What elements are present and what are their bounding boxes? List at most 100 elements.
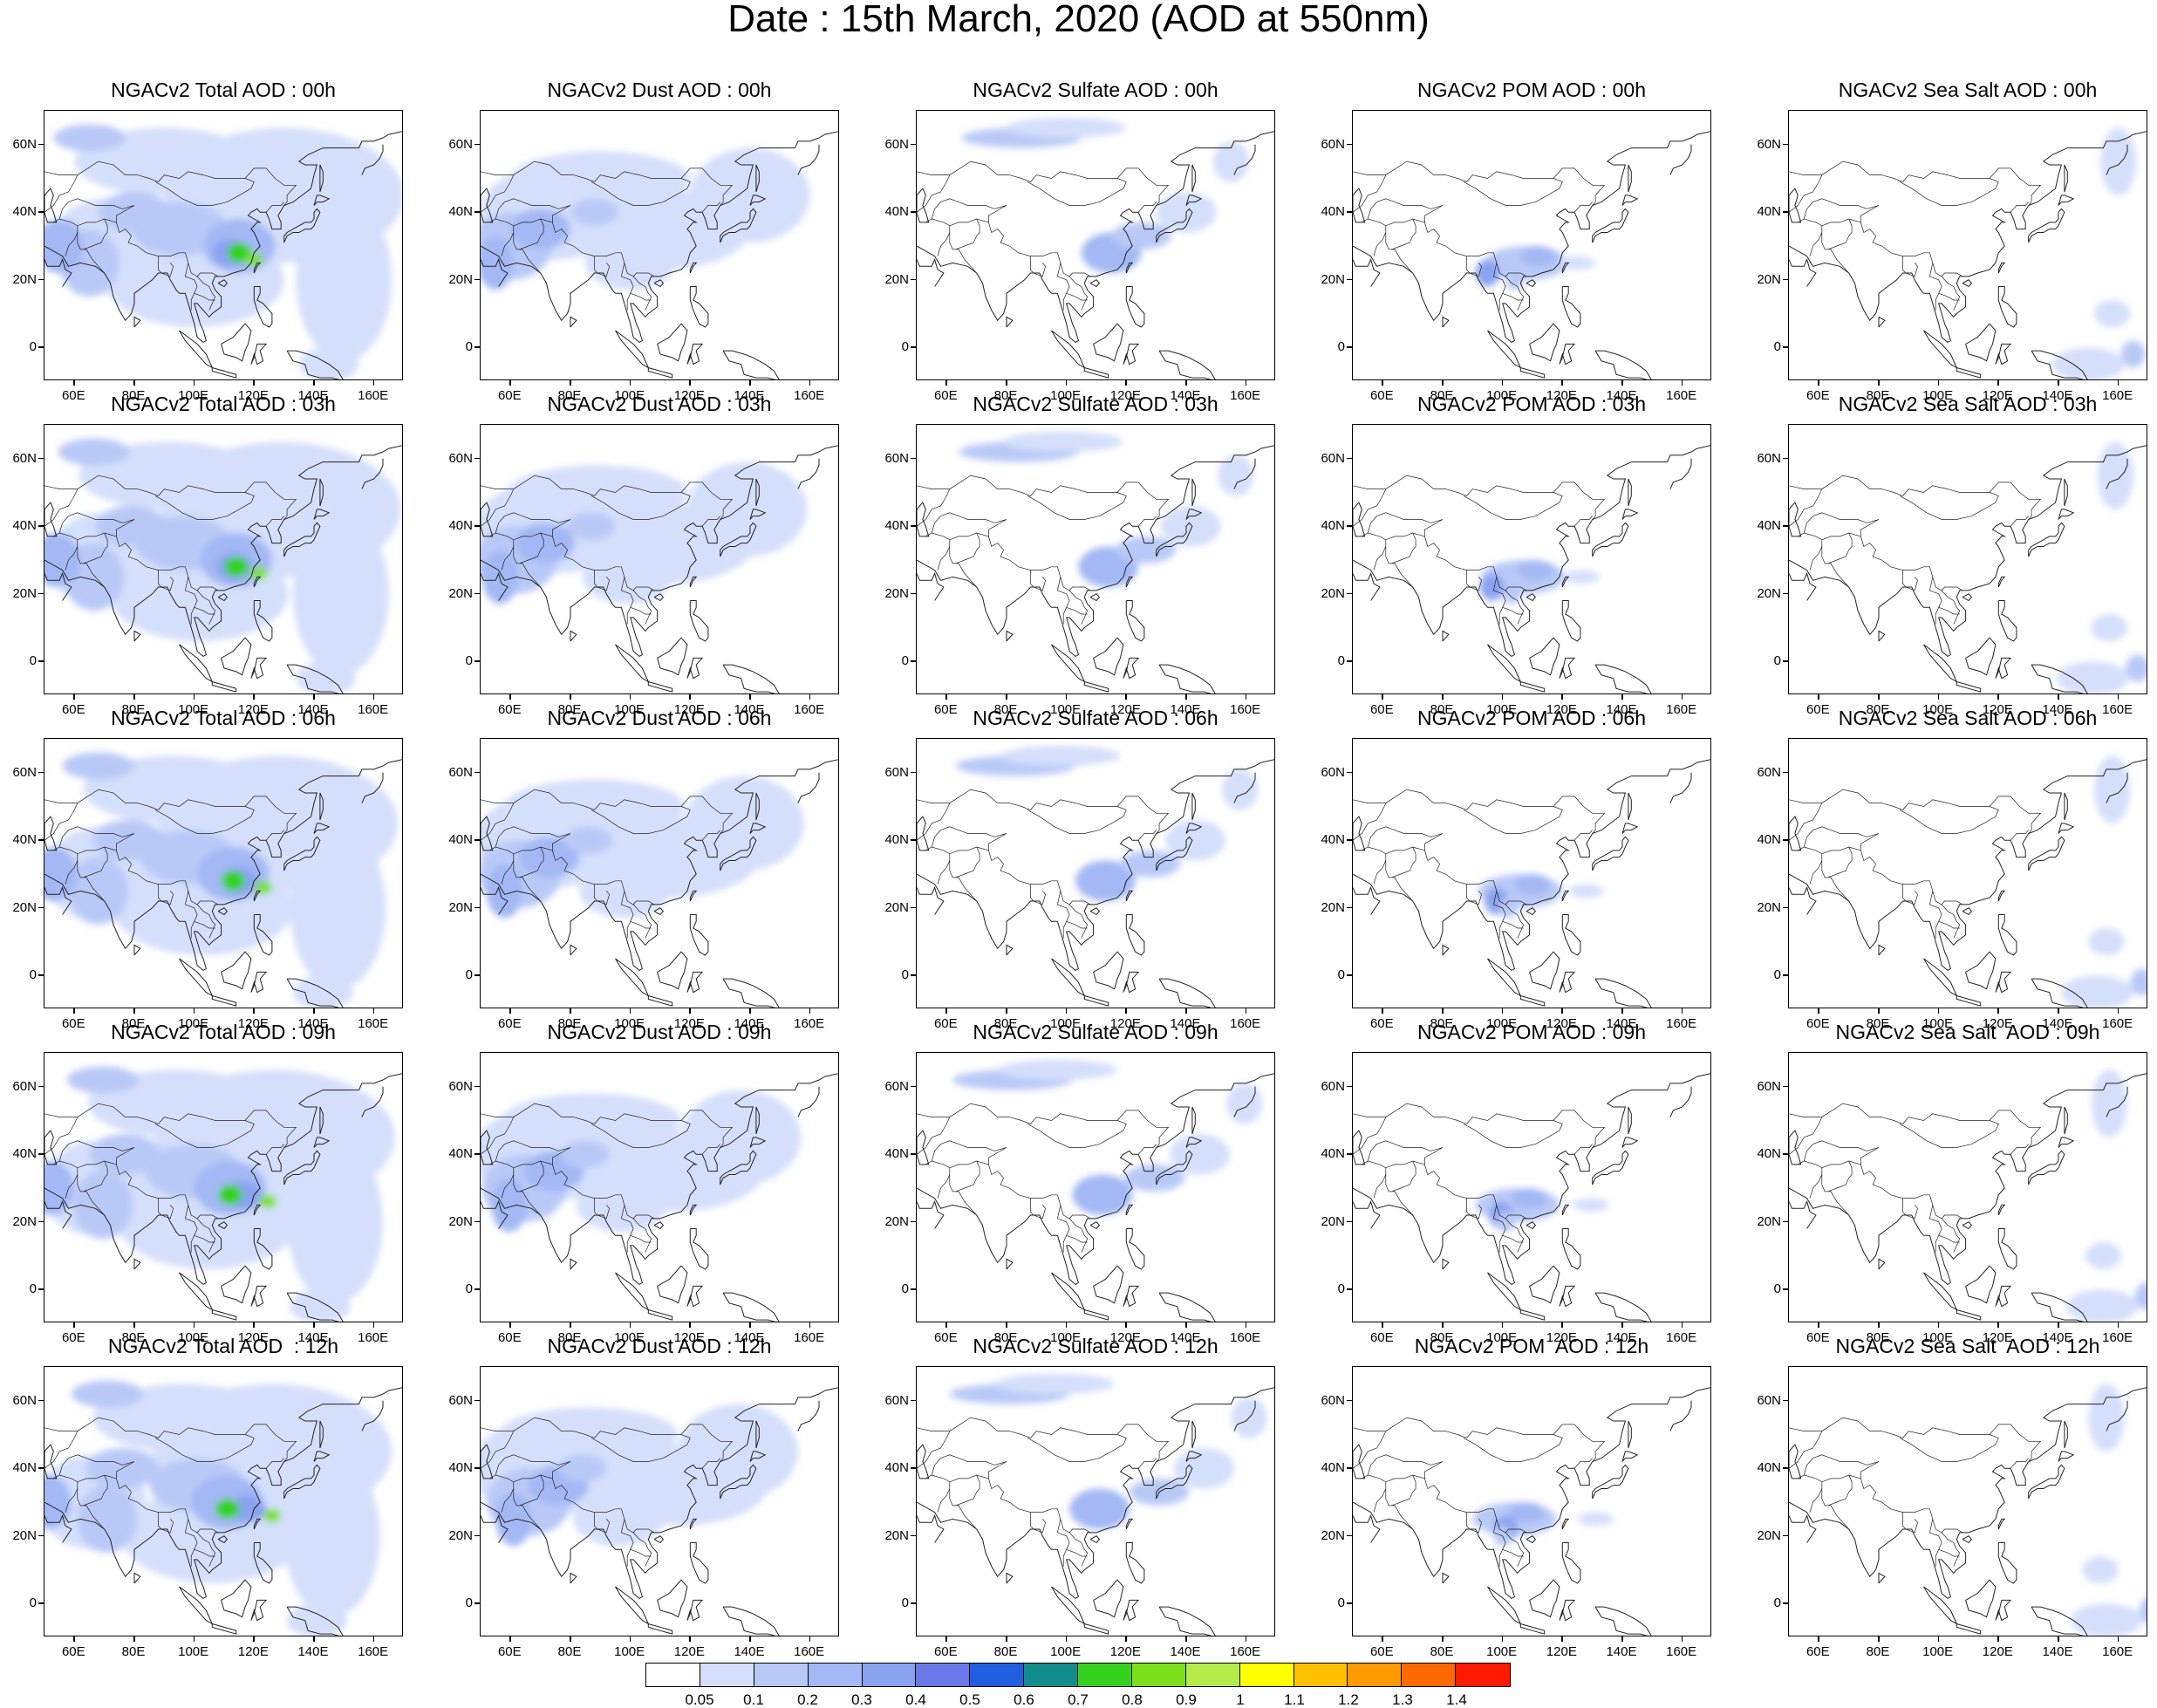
country-border [594, 1512, 610, 1534]
country-border [501, 1488, 515, 1513]
longitude-tick [945, 694, 947, 700]
coastline [1051, 330, 1086, 369]
longitude-tick-label: 160E [2102, 388, 2133, 403]
coastline [1487, 330, 1522, 369]
coastline [917, 188, 930, 223]
country-border [158, 570, 174, 591]
coastline [1962, 907, 1973, 916]
country-border [158, 884, 174, 905]
country-border [1466, 256, 1482, 277]
aod-shading [44, 533, 81, 587]
coastline [1156, 1150, 1193, 1185]
map-panel-seasalt-06h: NGACv2 Sea Salt AOD : 06h 60N 40N 20N 0 60E 80… [1757, 707, 2147, 1043]
coastline [481, 1514, 509, 1543]
coastline [1519, 681, 1546, 693]
country-border [196, 904, 216, 939]
longitude-tick-label: 160E [2102, 1016, 2133, 1031]
coastline [1878, 316, 1886, 328]
coastline [44, 445, 402, 658]
colorbar-tick-label: 0.5 [959, 1691, 980, 1708]
country-border [594, 1198, 610, 1220]
coastline [211, 681, 237, 693]
country-border [513, 539, 541, 588]
latitude-tick [38, 525, 44, 527]
coastline [570, 630, 577, 642]
aod-shading [44, 1161, 75, 1215]
country-border [1938, 920, 1960, 929]
aod-shading [2057, 661, 2129, 693]
coastline [2106, 144, 2128, 175]
longitude-tick [313, 694, 315, 700]
longitude-tick-label: 80E [993, 1016, 1018, 1031]
latitude-tick [911, 1153, 916, 1155]
aod-shading [1120, 850, 1181, 878]
latitude-tick [38, 839, 44, 841]
aod-shading [1111, 222, 1171, 249]
coastline [1442, 1572, 1450, 1584]
latitude-tick-label: 60N [448, 1078, 473, 1094]
latitude-tick [1783, 1085, 1788, 1088]
country-border [949, 539, 977, 588]
longitude-tick [2117, 1636, 2119, 1642]
colorbar [645, 1663, 1511, 1687]
longitude-tick-label: 60E [1369, 1016, 1394, 1031]
longitude-tick-label: 100E [1486, 1016, 1518, 1031]
latitude-tick [911, 1534, 916, 1537]
longitude-tick-label: 60E [61, 1016, 85, 1031]
latitude-tick-label: 20N [448, 1527, 473, 1543]
country-border [495, 512, 571, 534]
longitude-tick [1878, 1008, 1880, 1014]
country-border [154, 492, 255, 520]
country-border [1789, 803, 1823, 841]
aod-shading [258, 1194, 277, 1209]
coastline [1089, 593, 1101, 602]
coastline [44, 1130, 58, 1165]
coastline [1789, 1130, 1802, 1165]
longitude-tick-label: 80E [1866, 1330, 1890, 1345]
country-border [1809, 1174, 1823, 1199]
longitude-tick [1442, 1636, 1444, 1642]
latitude-tick [911, 1085, 916, 1088]
coastline [1997, 576, 2006, 588]
coastline [653, 1221, 665, 1230]
country-border [53, 1461, 135, 1483]
coastline [1956, 1309, 1982, 1321]
panel-title: NGACv2 POM AOD : 06h [1416, 707, 1647, 729]
coastline [1158, 664, 1216, 693]
aod-shading [686, 461, 808, 557]
longitude-tick-label: 140E [1170, 388, 1201, 403]
coastline [689, 262, 698, 274]
country-border [481, 1431, 515, 1469]
aod-shading [994, 1373, 1115, 1394]
country-border [194, 920, 215, 929]
coastline [1923, 1272, 1958, 1311]
coastline [221, 951, 252, 990]
latitude-tick-label: 60N [12, 764, 37, 780]
coastline [2058, 1451, 2075, 1462]
country-border [1367, 512, 1444, 534]
coastline [2031, 664, 2088, 693]
longitude-tick [509, 380, 511, 386]
longitude-tick-label: 120E [237, 1016, 269, 1031]
latitude-tick [1783, 660, 1788, 662]
country-border [1502, 292, 1524, 301]
longitude-tick-label: 60E [933, 1016, 958, 1031]
aod-shading [690, 147, 810, 243]
colorbar-tick-label: 1.3 [1392, 1691, 1413, 1708]
country-border [44, 161, 297, 206]
panel-title: NGACv2 Total AOD : 03h [111, 393, 336, 415]
coastline [221, 637, 252, 676]
longitude-tick [1621, 1008, 1623, 1014]
country-border [1502, 606, 1524, 615]
latitude-tick [474, 211, 480, 213]
country-border [489, 205, 571, 227]
country-border [265, 516, 284, 527]
coastline [1997, 914, 2017, 956]
country-border [630, 606, 652, 615]
country-border [620, 891, 634, 939]
country-border [1573, 202, 1593, 213]
longitude-tick-label: 80E [121, 1016, 146, 1031]
longitude-tick [1937, 380, 1940, 386]
coastline [1962, 1221, 1973, 1230]
aod-shading [292, 512, 389, 675]
